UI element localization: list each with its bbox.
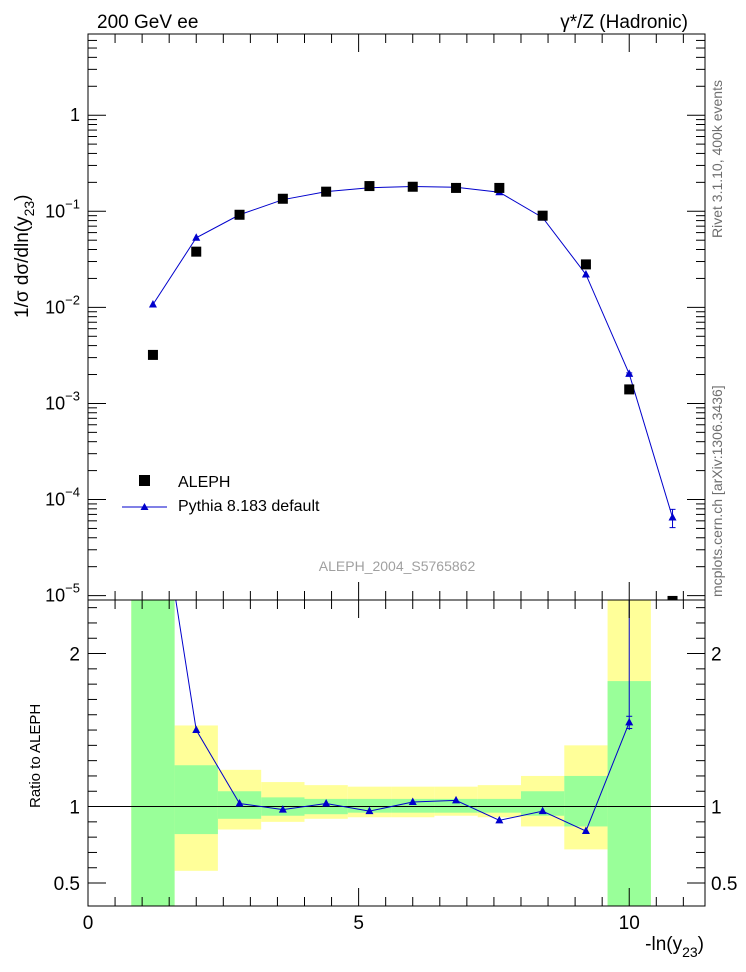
main-y-tick-label-base: 10 [45,393,65,413]
band-inner [391,798,435,813]
legend: ALEPH Pythia 8.183 default [122,474,320,515]
main-y-tick-label-base: 1 [70,105,80,125]
mc-point-ratio [192,725,201,734]
data-point [147,349,158,360]
ratio-y-tick-label: 2 [69,645,80,666]
main-y-tick-label-base: 10 [45,297,65,317]
mc-point-ratio [322,798,331,807]
x-tick-labels: 0 5 10 [83,913,640,934]
main-y-tick-label-base: 10 [45,201,65,221]
data-point [624,384,635,395]
main-y-axis-title-sub: 23 [21,201,37,217]
header-right: γ*/Z (Hadronic) [560,12,688,33]
main-y-tick-label: 10−2 [45,292,80,317]
main-y-tick-label: 1 [70,105,80,125]
band-inner [174,765,218,835]
data-series-main [147,181,678,600]
data-point [407,181,418,192]
ratio-y-tick-label: 0.5 [54,874,80,895]
mc-point-ratio [365,806,374,815]
legend-label-pythia: Pythia 8.183 default [178,498,320,515]
legend-marker-aleph [139,475,150,486]
mc-point-ratio [408,797,417,805]
legend-label-aleph: ALEPH [178,474,230,491]
main-y-tick-label: 10−4 [45,485,80,510]
data-point [580,259,591,270]
ratio-y-tick-label: 1 [69,798,80,819]
data-point [537,210,548,221]
data-point [364,181,375,192]
mc-point-ratio [538,806,547,815]
band-inner [477,798,521,813]
mc-point-main [148,300,157,308]
main-y-tick-label-exp: −2 [65,292,80,307]
ratio-y-tick-labels: 0.5 0.5 1 1 2 2 [54,645,738,896]
main-frame [87,33,706,601]
main-y-tick-label: 10−1 [45,196,80,221]
ratio-y-tick-label-right: 0.5 [711,874,737,895]
side-label-top: Rivet 3.1.10, 400k events [709,80,725,238]
main-y-tick-label-base: 10 [45,586,65,606]
watermark: ALEPH_2004_S5765862 [319,558,476,574]
x-tick-label: 5 [353,913,364,934]
x-axis-title-close: ) [698,934,704,955]
mc-point-ratio [581,826,590,835]
band-inner [564,775,608,827]
main-y-tick-label-exp: −1 [65,196,80,211]
x-axis-title: -ln(y23) [645,934,704,960]
data-point [321,186,332,197]
header-left: 200 GeV ee [97,12,198,33]
ratio-panel: 0.5 0.5 1 1 2 2 0 5 10 Ratio to ALEPH -ln(y23) [27,450,738,960]
main-y-axis-title-main: 1/σ dσ/dln(y [12,216,33,318]
mc-point-ratio [149,450,157,458]
main-axis-ticks [87,33,705,600]
main-y-tick-label-exp: −4 [65,485,80,500]
mc-point-main [192,233,201,241]
data-point [191,246,202,257]
legend-marker-pythia [140,503,149,510]
mc-point-ratio [625,717,634,726]
main-y-tick-label-exp: −5 [65,581,80,596]
data-point [494,182,505,193]
ratio-y-tick-label-right: 2 [711,645,722,666]
x-tick-label: 0 [83,913,94,934]
data-point [234,209,245,220]
side-label-bottom: mcplots.cern.ch [arXiv:1306.3436] [709,385,725,597]
main-y-tick-label: 10−5 [45,581,80,606]
x-axis-title-main: -ln(y [645,934,682,955]
mc-point-ratio [452,795,461,804]
x-axis-title-sub: 23 [682,944,698,960]
data-point [451,182,462,193]
ratio-y-axis-title: Ratio to ALEPH [27,704,44,808]
mc-point-main [668,512,677,521]
mc-line-main [152,186,674,518]
main-y-tick-label-base: 10 [45,490,65,510]
mc-point-main [581,269,590,278]
main-y-tick-label: 10−3 [45,388,80,413]
mc-point-ratio [235,798,244,807]
band-inner [434,798,478,813]
mc-line-ratio [175,600,630,832]
main-panel: 10−510−410−310−210−11 ALEPH_2004_S576586… [12,33,706,606]
main-y-axis-title-close: ) [12,194,33,200]
mc-series-ratio [149,450,634,835]
main-y-tick-label-exp: −3 [65,388,80,403]
data-point [667,595,678,600]
ratio-frame [87,599,706,907]
x-tick-label: 10 [619,913,640,934]
ratio-y-tick-label-right: 1 [711,798,722,819]
mc-point-ratio [495,815,504,824]
mc-point-ratio [278,805,287,813]
main-y-axis-title: 1/σ dσ/dln(y23) [12,194,37,318]
band-inner [131,600,175,906]
data-point [277,193,288,204]
mc-point-main [625,369,634,377]
main-y-tick-labels: 10−510−410−310−210−11 [45,105,80,605]
